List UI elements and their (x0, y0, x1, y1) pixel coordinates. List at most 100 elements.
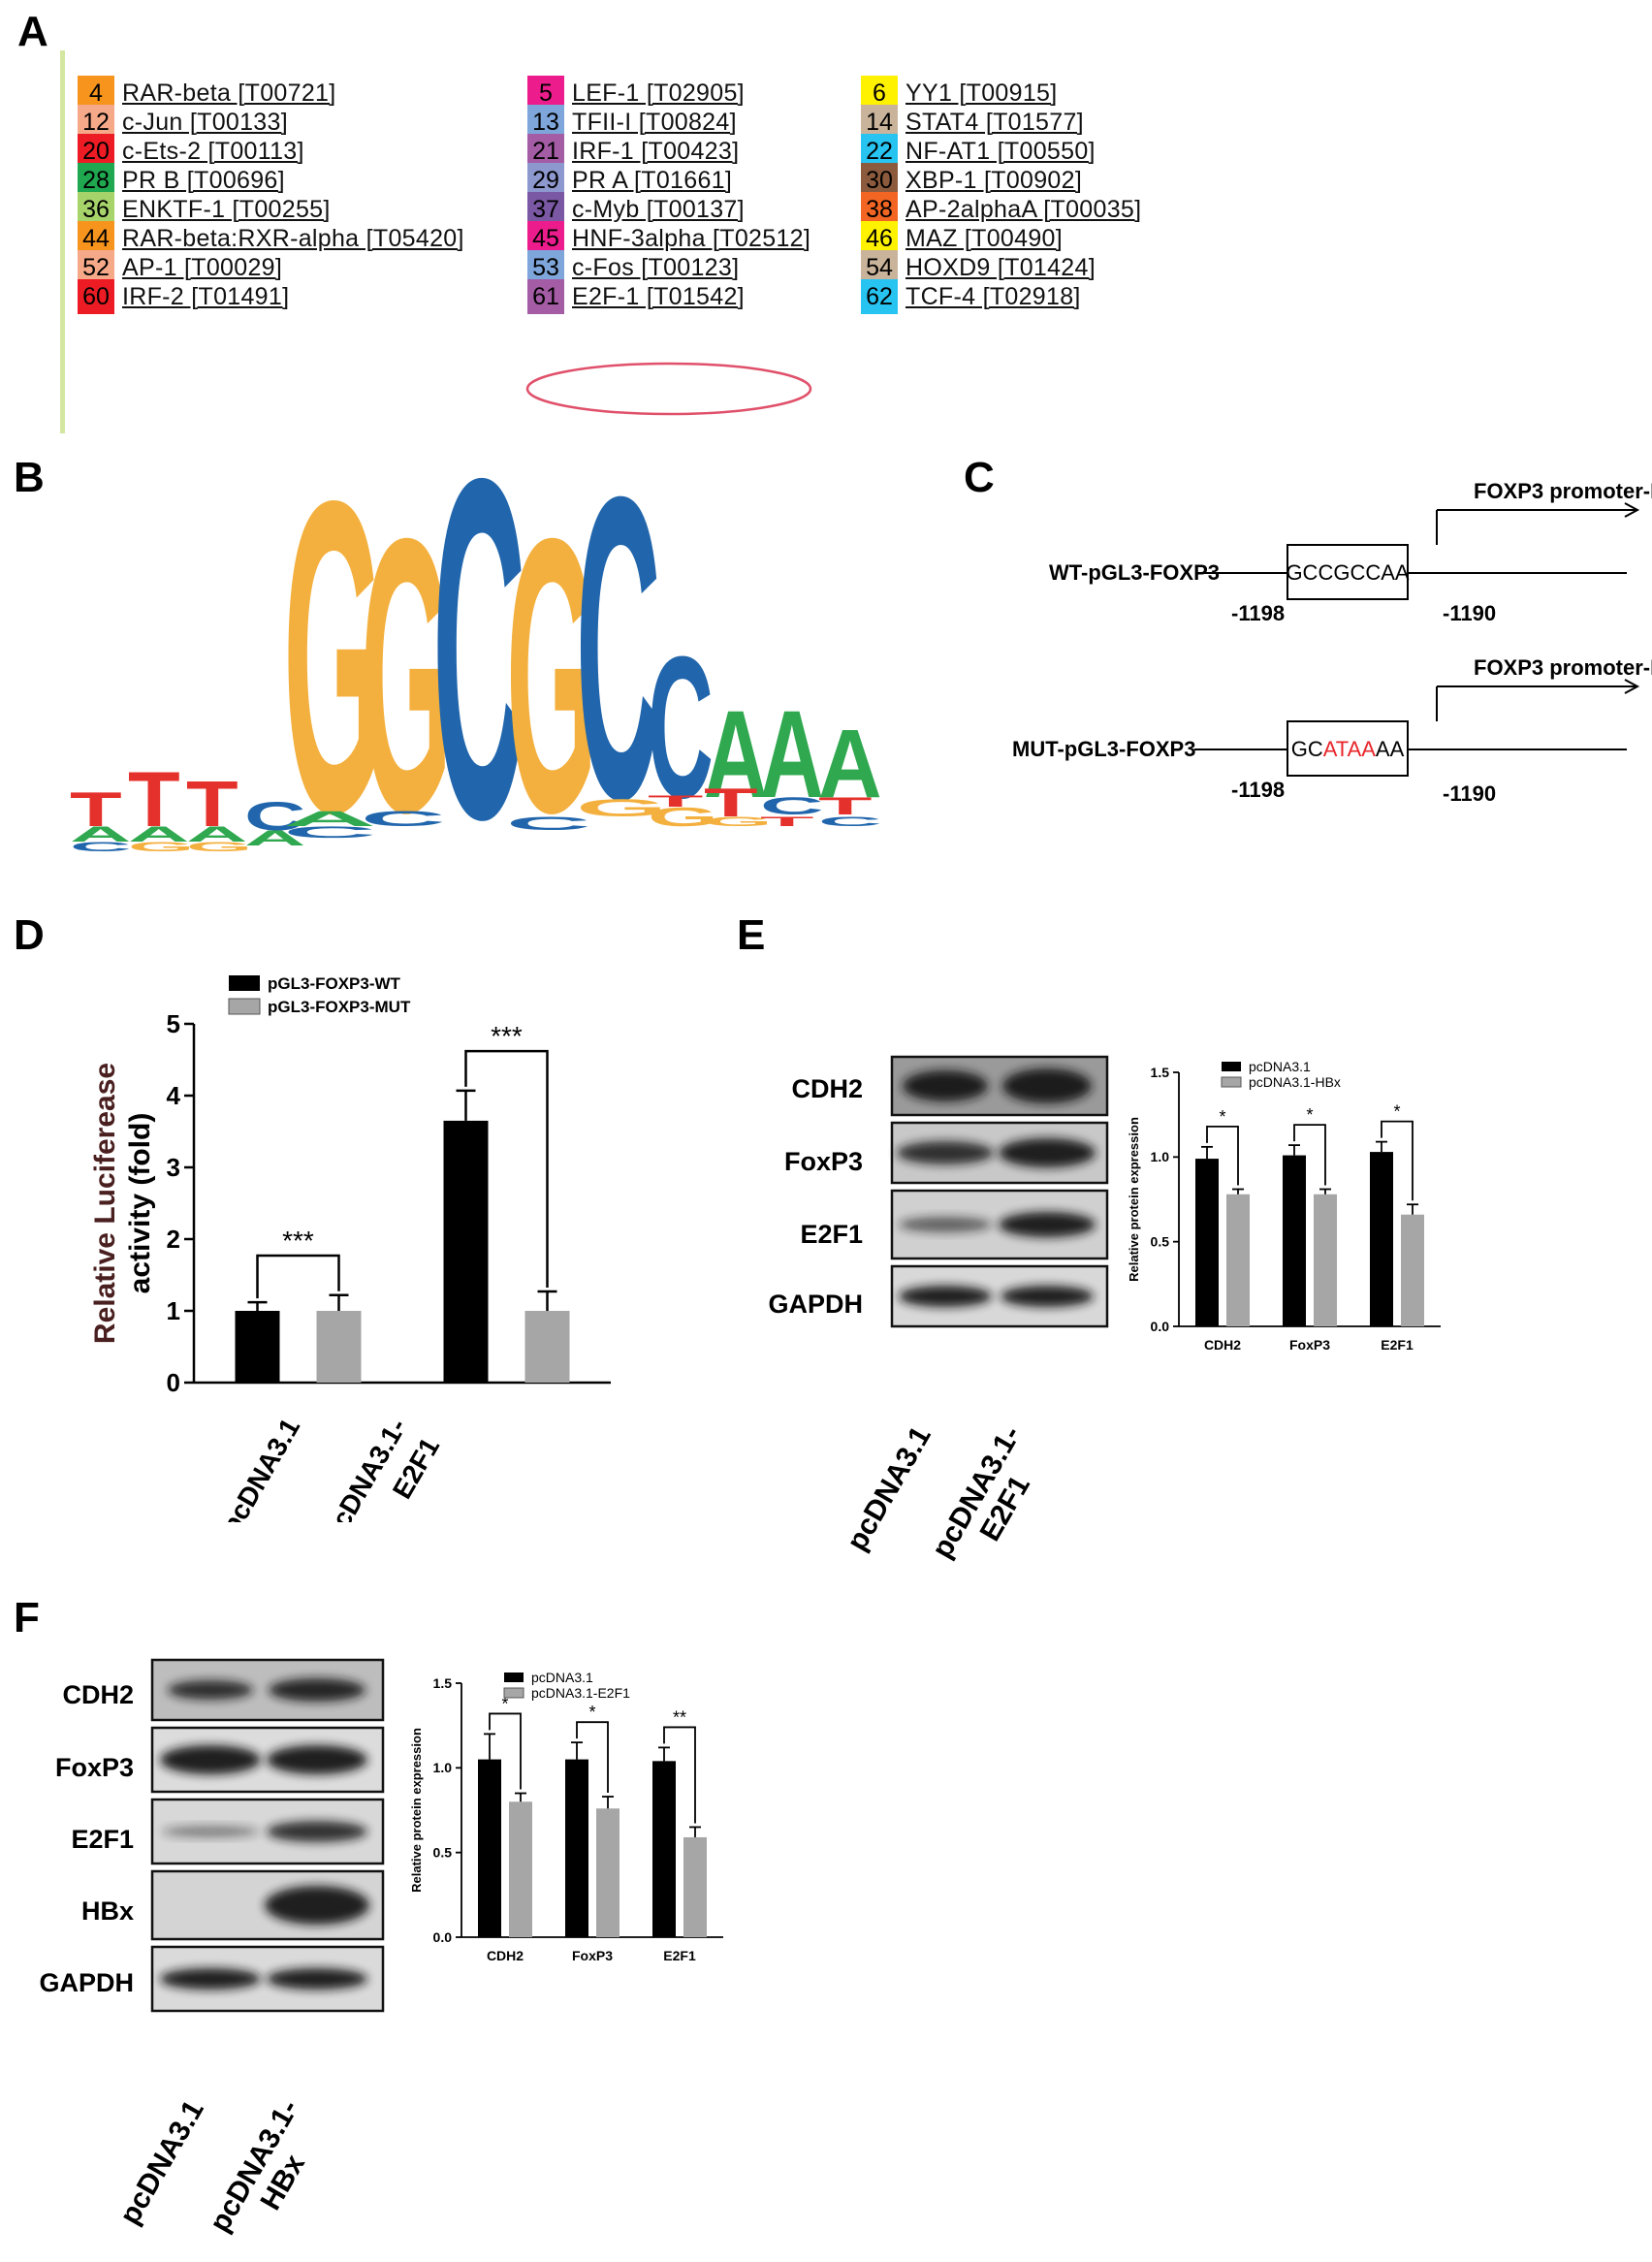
legend-swatch (228, 998, 261, 1015)
blot-band (899, 1286, 992, 1307)
blot-strip (890, 1189, 1109, 1260)
logo-letter: C (648, 616, 714, 841)
blot-f-label-hbx: HBx (80, 1896, 134, 1926)
tf-link[interactable]: STAT4 [T01577] (905, 108, 1084, 136)
panel-letter-d: D (14, 911, 45, 959)
tf-link[interactable]: IRF-2 [T01491] (122, 282, 290, 310)
tf-link[interactable]: TCF-4 [T02918] (905, 282, 1081, 310)
significance-bracket (1206, 1125, 1239, 1186)
y-tick-label: 0.0 (433, 1929, 453, 1945)
tf-color-badge: 60 (78, 279, 114, 314)
y-tick-label: 5 (167, 1009, 180, 1038)
tf-link[interactable]: XBP-1 [T00902] (905, 166, 1083, 194)
e2f1-highlight-ellipse (525, 362, 812, 416)
logo-letter: A (818, 710, 882, 818)
tf-link[interactable]: AP-2alphaA [T00035] (905, 195, 1142, 223)
y-tick-label: 0 (167, 1368, 180, 1397)
tf-link[interactable]: RAR-beta [T00721] (122, 79, 336, 107)
blot-band (162, 1826, 259, 1837)
logo-letter: G (361, 465, 452, 863)
tf-row: 21 IRF-1 [T00423] (527, 134, 739, 169)
logo-letter: A (70, 822, 131, 846)
tf-color-badge: 13 (527, 105, 564, 140)
tf-link[interactable]: HOXD9 [T01424] (905, 253, 1096, 281)
tf-link[interactable]: AP-1 [T00029] (122, 253, 283, 281)
significance-marker: * (588, 1703, 595, 1722)
tf-row: 52 AP-1 [T00029] (78, 250, 282, 285)
category-label: E2F1 (1381, 1337, 1414, 1353)
significance-marker: *** (282, 1226, 314, 1256)
tf-link[interactable]: c-Myb [T00137] (572, 195, 745, 223)
y-axis-label: Relative Luciferease (89, 1063, 121, 1344)
tf-row: 12 c-Jun [T00133] (78, 105, 288, 140)
tf-link[interactable]: c-Ets-2 [T00113] (122, 137, 304, 165)
legend-swatch (504, 1673, 524, 1682)
tf-link[interactable]: RAR-beta:RXR-alpha [T05420] (122, 224, 464, 252)
blot-band (160, 1968, 261, 1990)
blot-f-label-e2f1: E2F1 (71, 1825, 134, 1854)
tf-row: 29 PR A [T01661] (527, 163, 732, 198)
tf-link[interactable]: PR A [T01661] (572, 166, 733, 194)
blot-f-label-foxp3: FoxP3 (54, 1753, 134, 1782)
bar (509, 1801, 532, 1937)
tf-link[interactable]: IRF-1 [T00423] (572, 137, 740, 165)
bar (1314, 1194, 1337, 1326)
logo-letter: A (760, 686, 824, 824)
tf-link[interactable]: LEF-1 [T02905] (572, 79, 745, 107)
panel-a-left-rule (60, 50, 65, 433)
tf-link[interactable]: HNF-3alpha [T02512] (572, 224, 811, 252)
blot-e-image (890, 1055, 1109, 1328)
mut-right-position: -1190 (1443, 781, 1496, 806)
blot-band (267, 1745, 367, 1774)
blot-strip (150, 1945, 385, 2013)
blot-e-label-gapdh: GAPDH (768, 1290, 863, 1319)
wt-construct: WT-pGL3-FOXP3 GCCGCCAA FOXP3 promoter-Lu… (1049, 479, 1652, 625)
bar (1226, 1194, 1250, 1326)
tf-link[interactable]: YY1 [T00915] (905, 79, 1058, 107)
blot-band (999, 1212, 1096, 1237)
tf-link[interactable]: NF-AT1 [T00550] (905, 137, 1096, 165)
tf-link[interactable]: E2F-1 [T01542] (572, 282, 745, 310)
logo-letter: A (704, 686, 768, 824)
tf-link[interactable]: PR B [T00696] (122, 166, 285, 194)
logo-letter: C (432, 465, 525, 863)
blot-band (999, 1138, 1096, 1167)
y-tick-label: 1.5 (1151, 1065, 1170, 1080)
mut-construct-name: MUT-pGL3-FOXP3 (1012, 737, 1195, 761)
tf-row: 13 TFII-I [T00824] (527, 105, 737, 140)
significance-marker: * (1219, 1107, 1225, 1127)
legend-swatch (1222, 1062, 1241, 1071)
significance-marker: ** (673, 1707, 686, 1727)
y-tick-label: 1.0 (1151, 1149, 1170, 1164)
y-tick-label: 2 (167, 1225, 180, 1254)
category-label: pcDNA3.1 (215, 1414, 305, 1523)
legend-label: pcDNA3.1 (1249, 1059, 1311, 1074)
tf-link[interactable]: ENKTF-1 [T00255] (122, 195, 331, 223)
wt-construct-name: WT-pGL3-FOXP3 (1049, 560, 1220, 585)
tf-link[interactable]: MAZ [T00490] (905, 224, 1063, 252)
tf-color-badge: 62 (861, 279, 898, 314)
bar (596, 1808, 620, 1937)
significance-marker: * (1393, 1102, 1400, 1122)
tf-row: 60 IRF-2 [T01491] (78, 279, 289, 314)
significance-bracket (576, 1721, 609, 1794)
tf-link[interactable]: c-Fos [T00123] (572, 253, 740, 281)
bar (524, 1311, 570, 1383)
y-tick-label: 1 (167, 1296, 180, 1325)
significance-bracket (489, 1712, 522, 1790)
legend-swatch (229, 975, 260, 991)
logo-letter: G (576, 794, 667, 821)
bar (235, 1311, 280, 1383)
logo-letter: C (70, 840, 131, 854)
tf-link[interactable]: TFII-I [T00824] (572, 108, 737, 136)
tf-link[interactable]: c-Jun [T00133] (122, 108, 288, 136)
logo-letter: C (506, 813, 591, 835)
y-tick-label: 0.5 (1151, 1234, 1170, 1250)
legend-label: pcDNA3.1 (531, 1670, 593, 1685)
logo-letter: G (648, 802, 718, 832)
blot-f-label-gapdh: GAPDH (39, 1968, 134, 1997)
blot-e-lane-2-label: pcDNA3.1- E2F1 (926, 1419, 1037, 1564)
bar (1283, 1155, 1306, 1326)
blot-e-label-e2f1: E2F1 (800, 1220, 863, 1249)
category-label: FoxP3 (572, 1948, 613, 1963)
